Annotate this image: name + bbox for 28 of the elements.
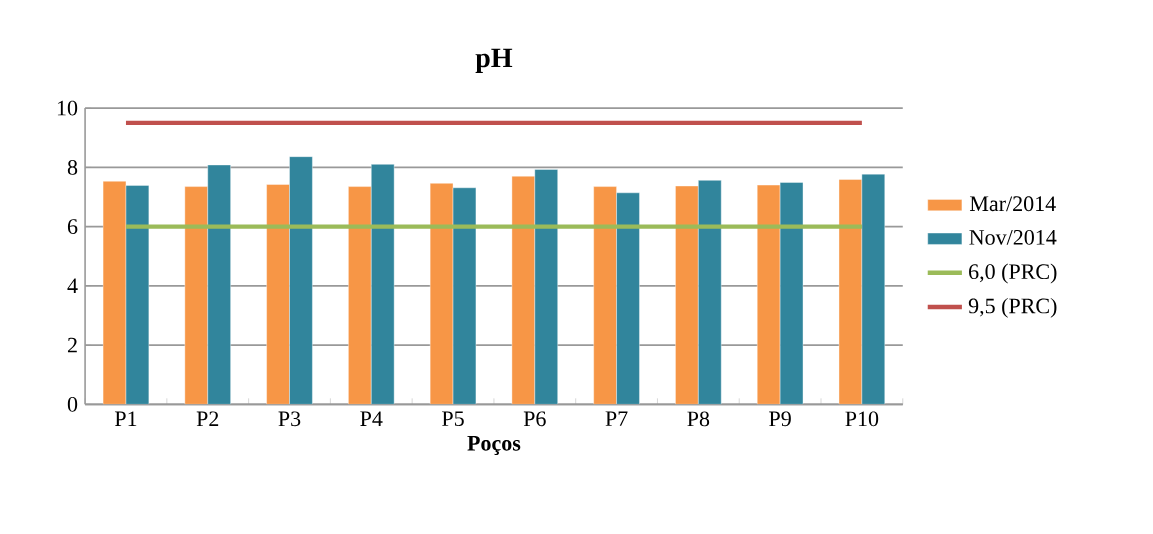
legend-label: 6,0 (PRC) bbox=[969, 263, 1057, 284]
y-tick-label: 6 bbox=[67, 219, 78, 234]
x-axis-title: Poços bbox=[467, 436, 521, 455]
bar bbox=[593, 186, 617, 405]
legend-label: 9,5 (PRC) bbox=[968, 297, 1057, 318]
bar bbox=[348, 186, 372, 405]
y-tick-label: 2 bbox=[67, 337, 77, 353]
y-tick-label: 4 bbox=[67, 278, 78, 294]
x-tick-label: P3 bbox=[278, 411, 301, 427]
legend-label: Nov/2014 bbox=[969, 229, 1057, 245]
x-tick-label: P5 bbox=[442, 411, 464, 427]
x-tick-label: P7 bbox=[605, 411, 628, 426]
y-tick-label: 0 bbox=[67, 396, 78, 412]
bar bbox=[266, 184, 290, 405]
bar bbox=[102, 181, 127, 405]
y-tick-label: 10 bbox=[57, 100, 78, 116]
x-tick-label: P10 bbox=[845, 411, 879, 427]
bar bbox=[184, 186, 208, 405]
x-tick-label: P9 bbox=[769, 411, 791, 427]
x-tick-label: P8 bbox=[687, 411, 710, 427]
legend-label: Mar/2014 bbox=[969, 196, 1056, 212]
x-tick-label: P6 bbox=[523, 411, 546, 427]
chart-title: pH bbox=[475, 48, 513, 73]
x-tick-label: P2 bbox=[196, 411, 219, 426]
x-tick-label: P1 bbox=[114, 411, 137, 426]
y-tick-label: 8 bbox=[67, 159, 78, 175]
x-tick-label: P4 bbox=[360, 411, 383, 426]
bar bbox=[675, 185, 699, 405]
